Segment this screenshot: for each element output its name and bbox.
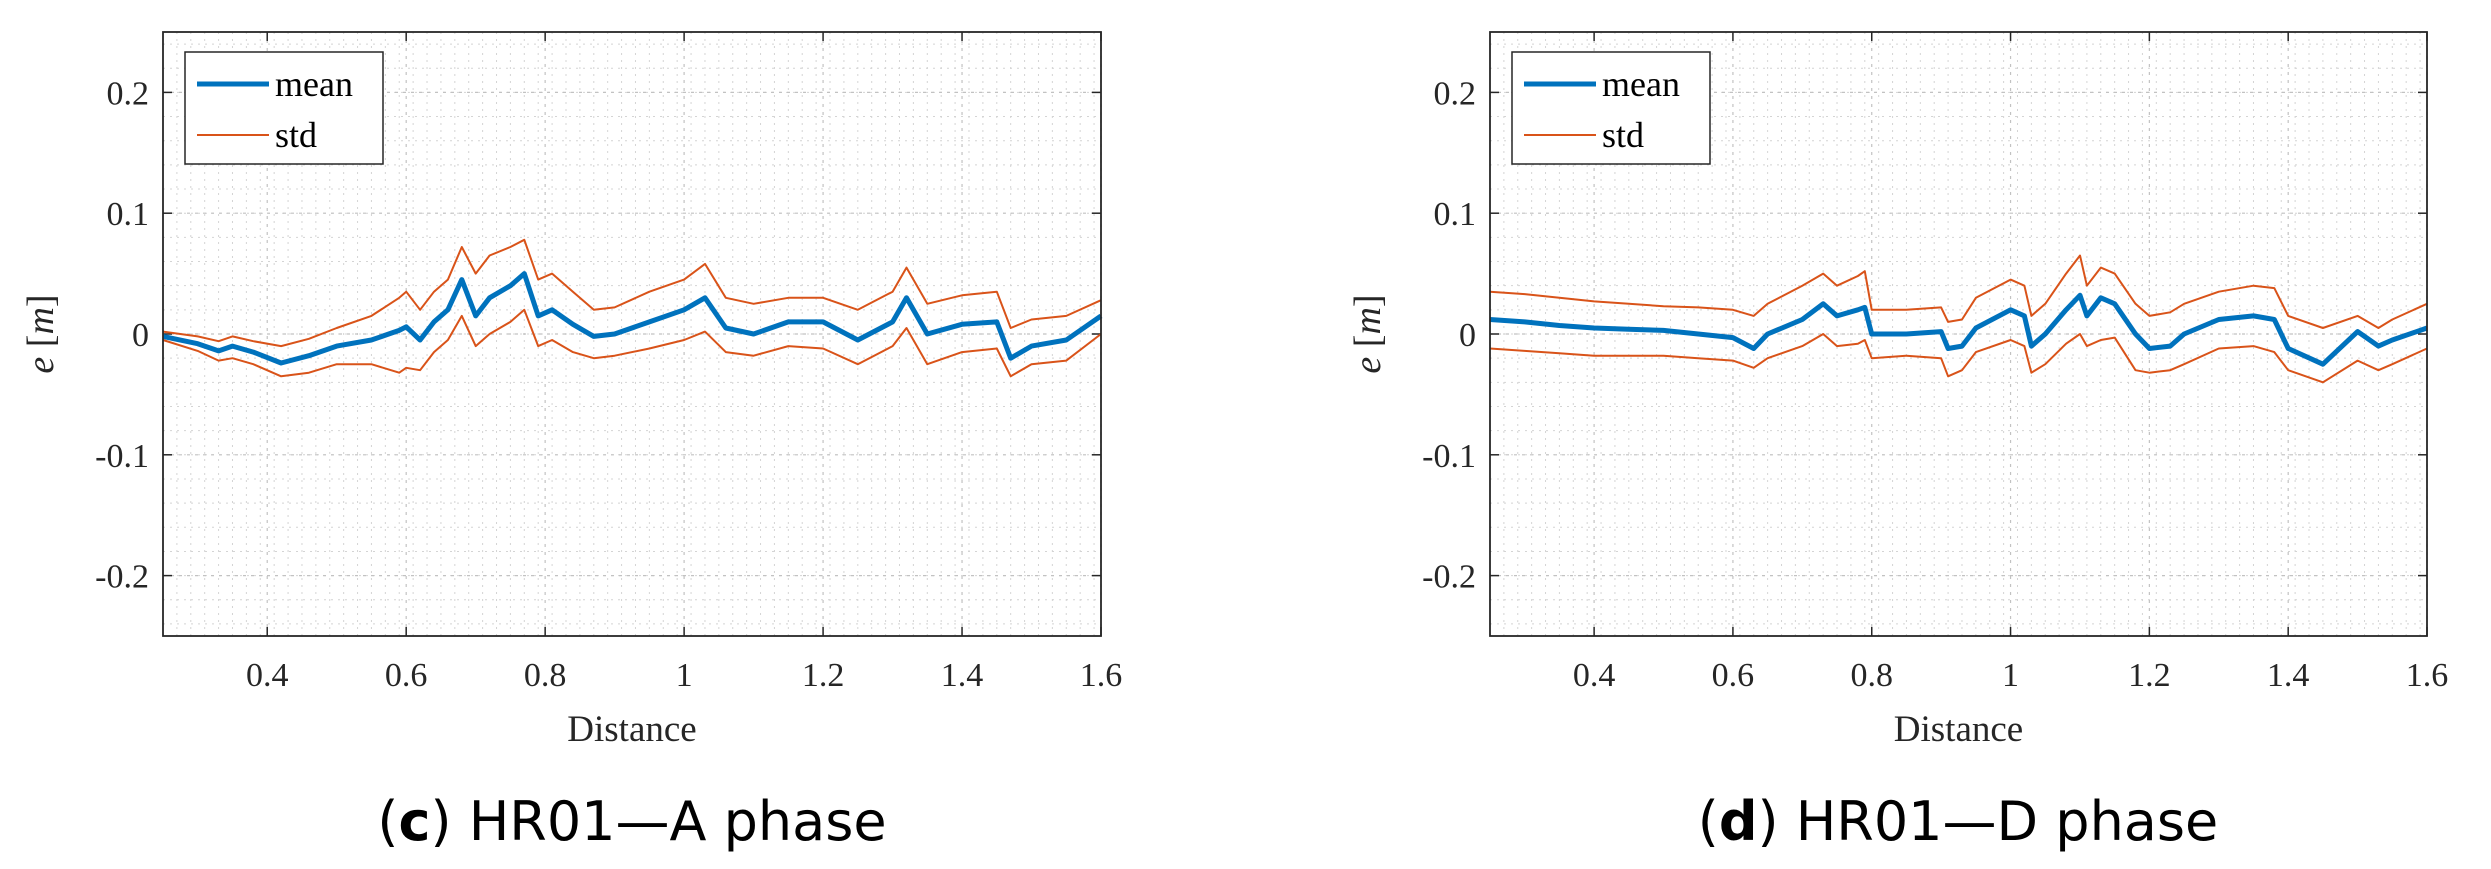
- legend-label-mean: mean: [275, 64, 353, 104]
- caption-paren: (: [377, 790, 398, 853]
- axes-box: [162, 31, 1102, 637]
- x-tick-label: 1.4: [2267, 657, 2310, 694]
- y-tick-label: 0: [1459, 317, 1476, 354]
- x-axis-label: Distance: [567, 709, 696, 750]
- x-tick-label: 1.2: [2128, 657, 2171, 694]
- x-tick-label: 1: [2002, 657, 2019, 694]
- tick-marks: [1490, 32, 2428, 636]
- x-tick-label: 0.8: [1850, 657, 1893, 694]
- caption-text: HR01—D phase: [1796, 790, 2219, 853]
- x-tick-label: 0.8: [524, 657, 567, 694]
- figure-caption: (c) HR01—A phase: [377, 790, 886, 853]
- figure-caption: (d) HR01—D phase: [1698, 790, 2219, 853]
- y-tick-label: -0.2: [95, 559, 149, 596]
- legend-label-mean: mean: [1602, 64, 1680, 104]
- y-tick-label: 0.2: [107, 75, 150, 112]
- series-line-std-lower: [162, 308, 1102, 378]
- chart-panel-c: 0.4 0.6 0.8 1 1.2 1.4 1.6 0.2 0.1 0 -0.1 -0.2 Distan…: [20, 31, 1123, 853]
- caption-paren: ): [1757, 790, 1795, 853]
- y-axis-label-bracket: ]: [20, 294, 62, 307]
- x-tick-label: 1.4: [941, 657, 984, 694]
- y-tick-label: -0.1: [95, 438, 149, 475]
- series-line-mean: [1489, 292, 2428, 367]
- x-tick-label: 0.4: [246, 657, 289, 694]
- series-line-std-upper: [1489, 254, 2428, 329]
- y-tick-label: 0.1: [1434, 196, 1477, 233]
- x-axis-label: Distance: [1894, 709, 2023, 750]
- x-tick-label: 1.2: [802, 657, 845, 694]
- caption-paren: (: [1698, 790, 1719, 853]
- y-axis-label: e [m]: [1347, 294, 1389, 373]
- y-axis-label-var: e: [20, 357, 62, 374]
- legend-box: [1511, 51, 1711, 165]
- y-tick-label: 0.2: [1434, 75, 1477, 112]
- y-tick-label: 0: [132, 317, 149, 354]
- y-axis-label-bracket: [: [20, 335, 62, 357]
- axes-box: [1489, 31, 2428, 637]
- legend-box: [184, 51, 384, 165]
- y-axis-label-unit: m: [20, 307, 62, 334]
- series-line-mean: [162, 271, 1103, 366]
- y-axis-label-bracket: ]: [1347, 294, 1389, 307]
- caption-paren: ): [430, 790, 468, 853]
- y-axis-label-var: e: [1347, 357, 1389, 374]
- caption-letter: d: [1719, 790, 1758, 853]
- series-line-std-lower: [1489, 333, 2428, 384]
- x-tick-label: 0.4: [1573, 657, 1616, 694]
- y-axis-label: e [m]: [20, 294, 62, 373]
- series-line-std-upper: [162, 238, 1102, 348]
- x-tick-label: 1.6: [2406, 657, 2449, 694]
- y-axis-label-unit: m: [1347, 307, 1389, 334]
- y-tick-label: -0.1: [1422, 438, 1476, 475]
- y-tick-label: 0.1: [107, 196, 150, 233]
- chart-panel-d: 0.4 0.6 0.8 1 1.2 1.4 1.6 0.2 0.1 0 -0.1 -0.2 Distan…: [1347, 31, 2449, 853]
- x-tick-label: 1: [676, 657, 693, 694]
- caption-letter: c: [398, 790, 430, 853]
- legend: mean std: [1511, 51, 1711, 165]
- y-tick-label: -0.2: [1422, 559, 1476, 596]
- legend: mean std: [184, 51, 384, 165]
- caption-text: HR01—A phase: [469, 790, 887, 853]
- x-tick-label: 0.6: [385, 657, 428, 694]
- x-tick-label: 0.6: [1712, 657, 1755, 694]
- legend-label-std: std: [1602, 115, 1644, 155]
- legend-label-std: std: [275, 115, 317, 155]
- y-axis-label-bracket: [: [1347, 335, 1389, 357]
- x-tick-label: 1.6: [1080, 657, 1123, 694]
